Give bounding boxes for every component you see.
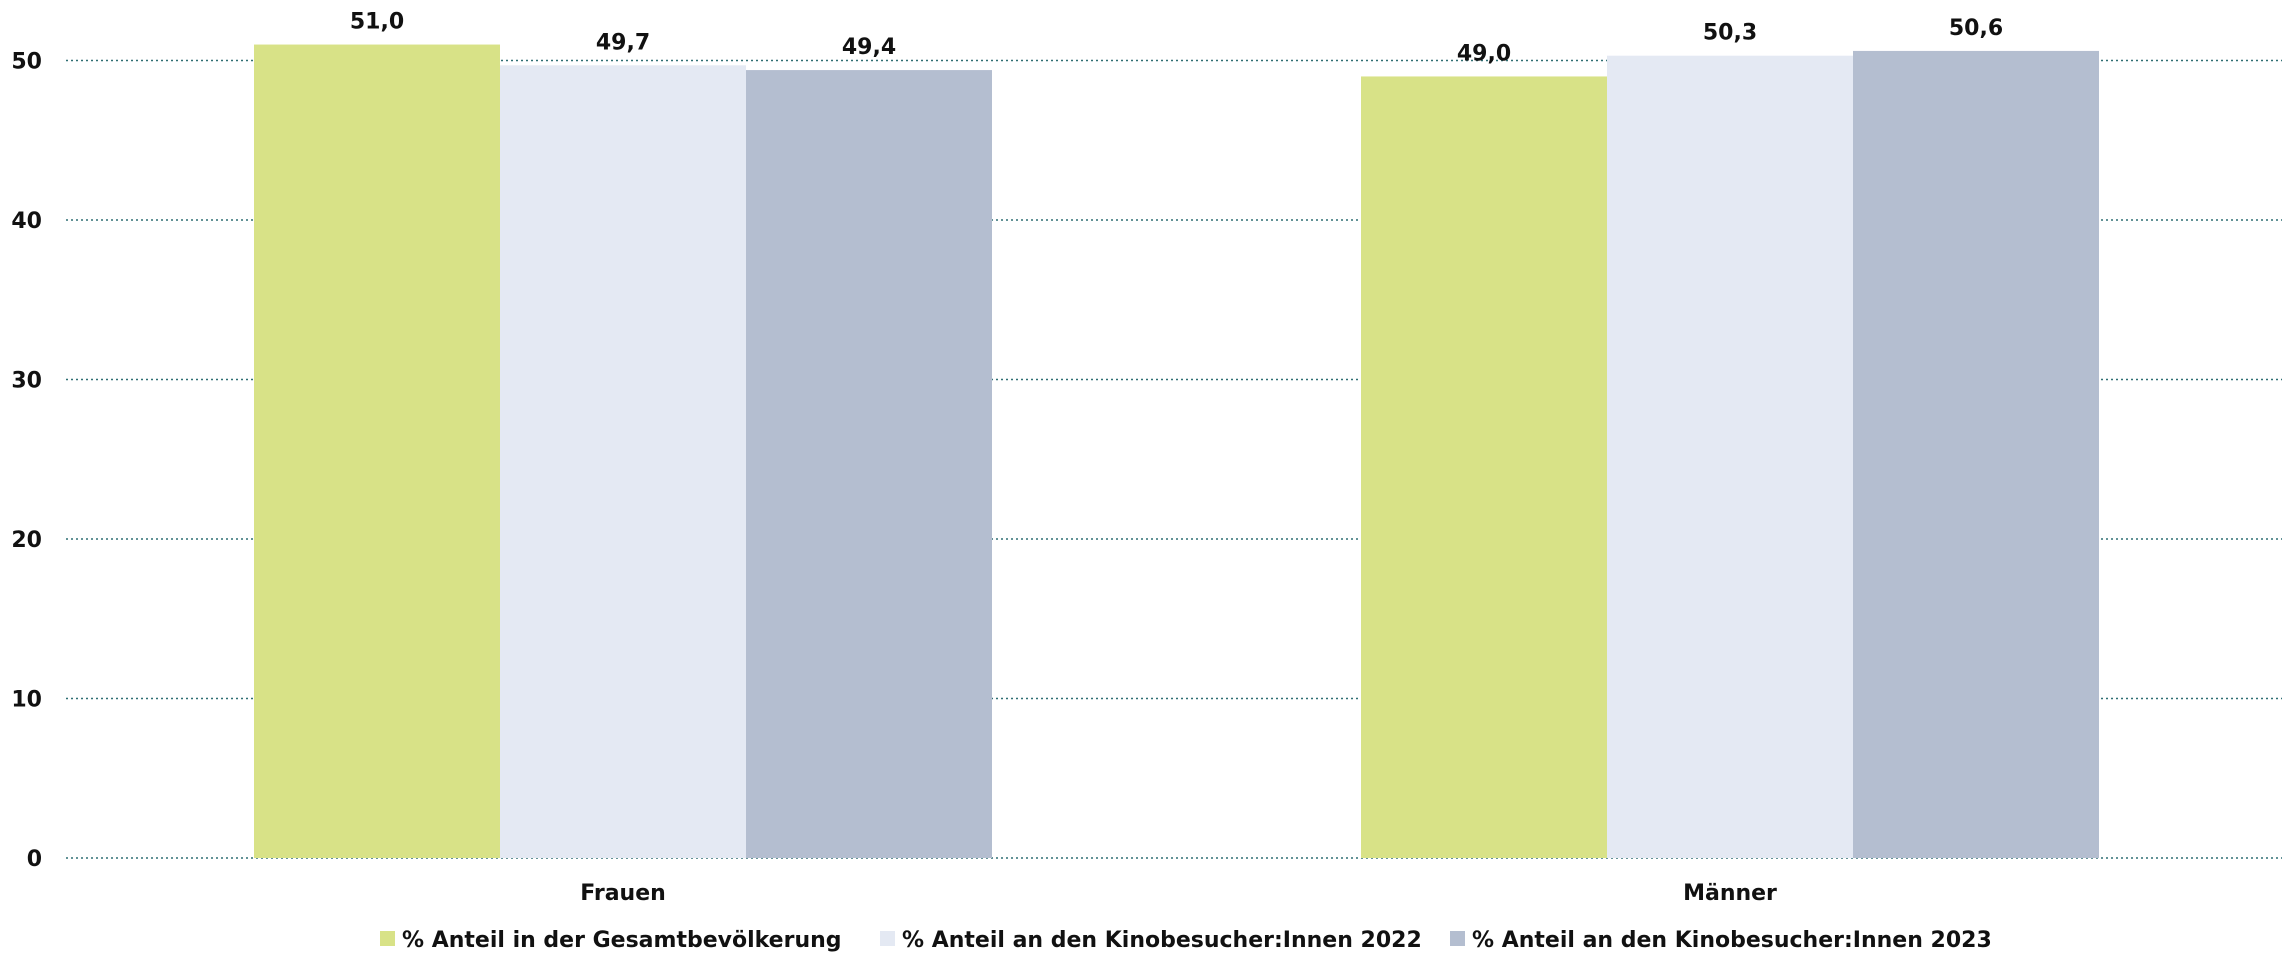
y-tick-label: 30 [11, 369, 42, 394]
legend-swatch [880, 931, 895, 946]
bar [1607, 55, 1853, 858]
legend: % Anteil in der Gesamtbevölkerung % Antei… [380, 928, 1992, 953]
legend-entry: % Anteil an den Kinobesucher:Innen 2023 [1472, 928, 1992, 953]
y-tick-label: 50 [11, 50, 42, 75]
y-tick-label: 40 [11, 209, 42, 234]
bar [1361, 76, 1607, 858]
bar-value-label: 49,4 [842, 35, 896, 60]
y-tick-label: 0 [27, 847, 42, 872]
y-axis-ticks: 0 10 20 30 40 50 [11, 50, 42, 873]
category-label: Frauen [580, 881, 666, 906]
bar [1853, 50, 2099, 859]
y-tick-label: 20 [11, 528, 42, 553]
bar [500, 65, 746, 858]
legend-entry: % Anteil in der Gesamtbevölkerung [402, 928, 842, 953]
bar [254, 44, 500, 859]
bars [254, 44, 2099, 859]
bar-value-label: 49,0 [1457, 41, 1511, 66]
category-label: Männer [1683, 881, 1777, 906]
legend-entry: % Anteil an den Kinobesucher:Innen 2022 [902, 928, 1422, 953]
x-axis-categories: Frauen Männer [580, 881, 1777, 906]
legend-swatch [380, 931, 395, 946]
bar [746, 70, 992, 858]
data-labels: 51,0 49,7 49,4 49,0 50,3 50,6 [350, 10, 2003, 67]
bar-value-label: 49,7 [596, 30, 650, 55]
legend-swatch [1450, 931, 1465, 946]
bar-value-label: 50,3 [1703, 21, 1757, 46]
bar-value-label: 50,6 [1949, 16, 2003, 41]
y-tick-label: 10 [11, 688, 42, 713]
bar-value-label: 51,0 [350, 10, 404, 35]
